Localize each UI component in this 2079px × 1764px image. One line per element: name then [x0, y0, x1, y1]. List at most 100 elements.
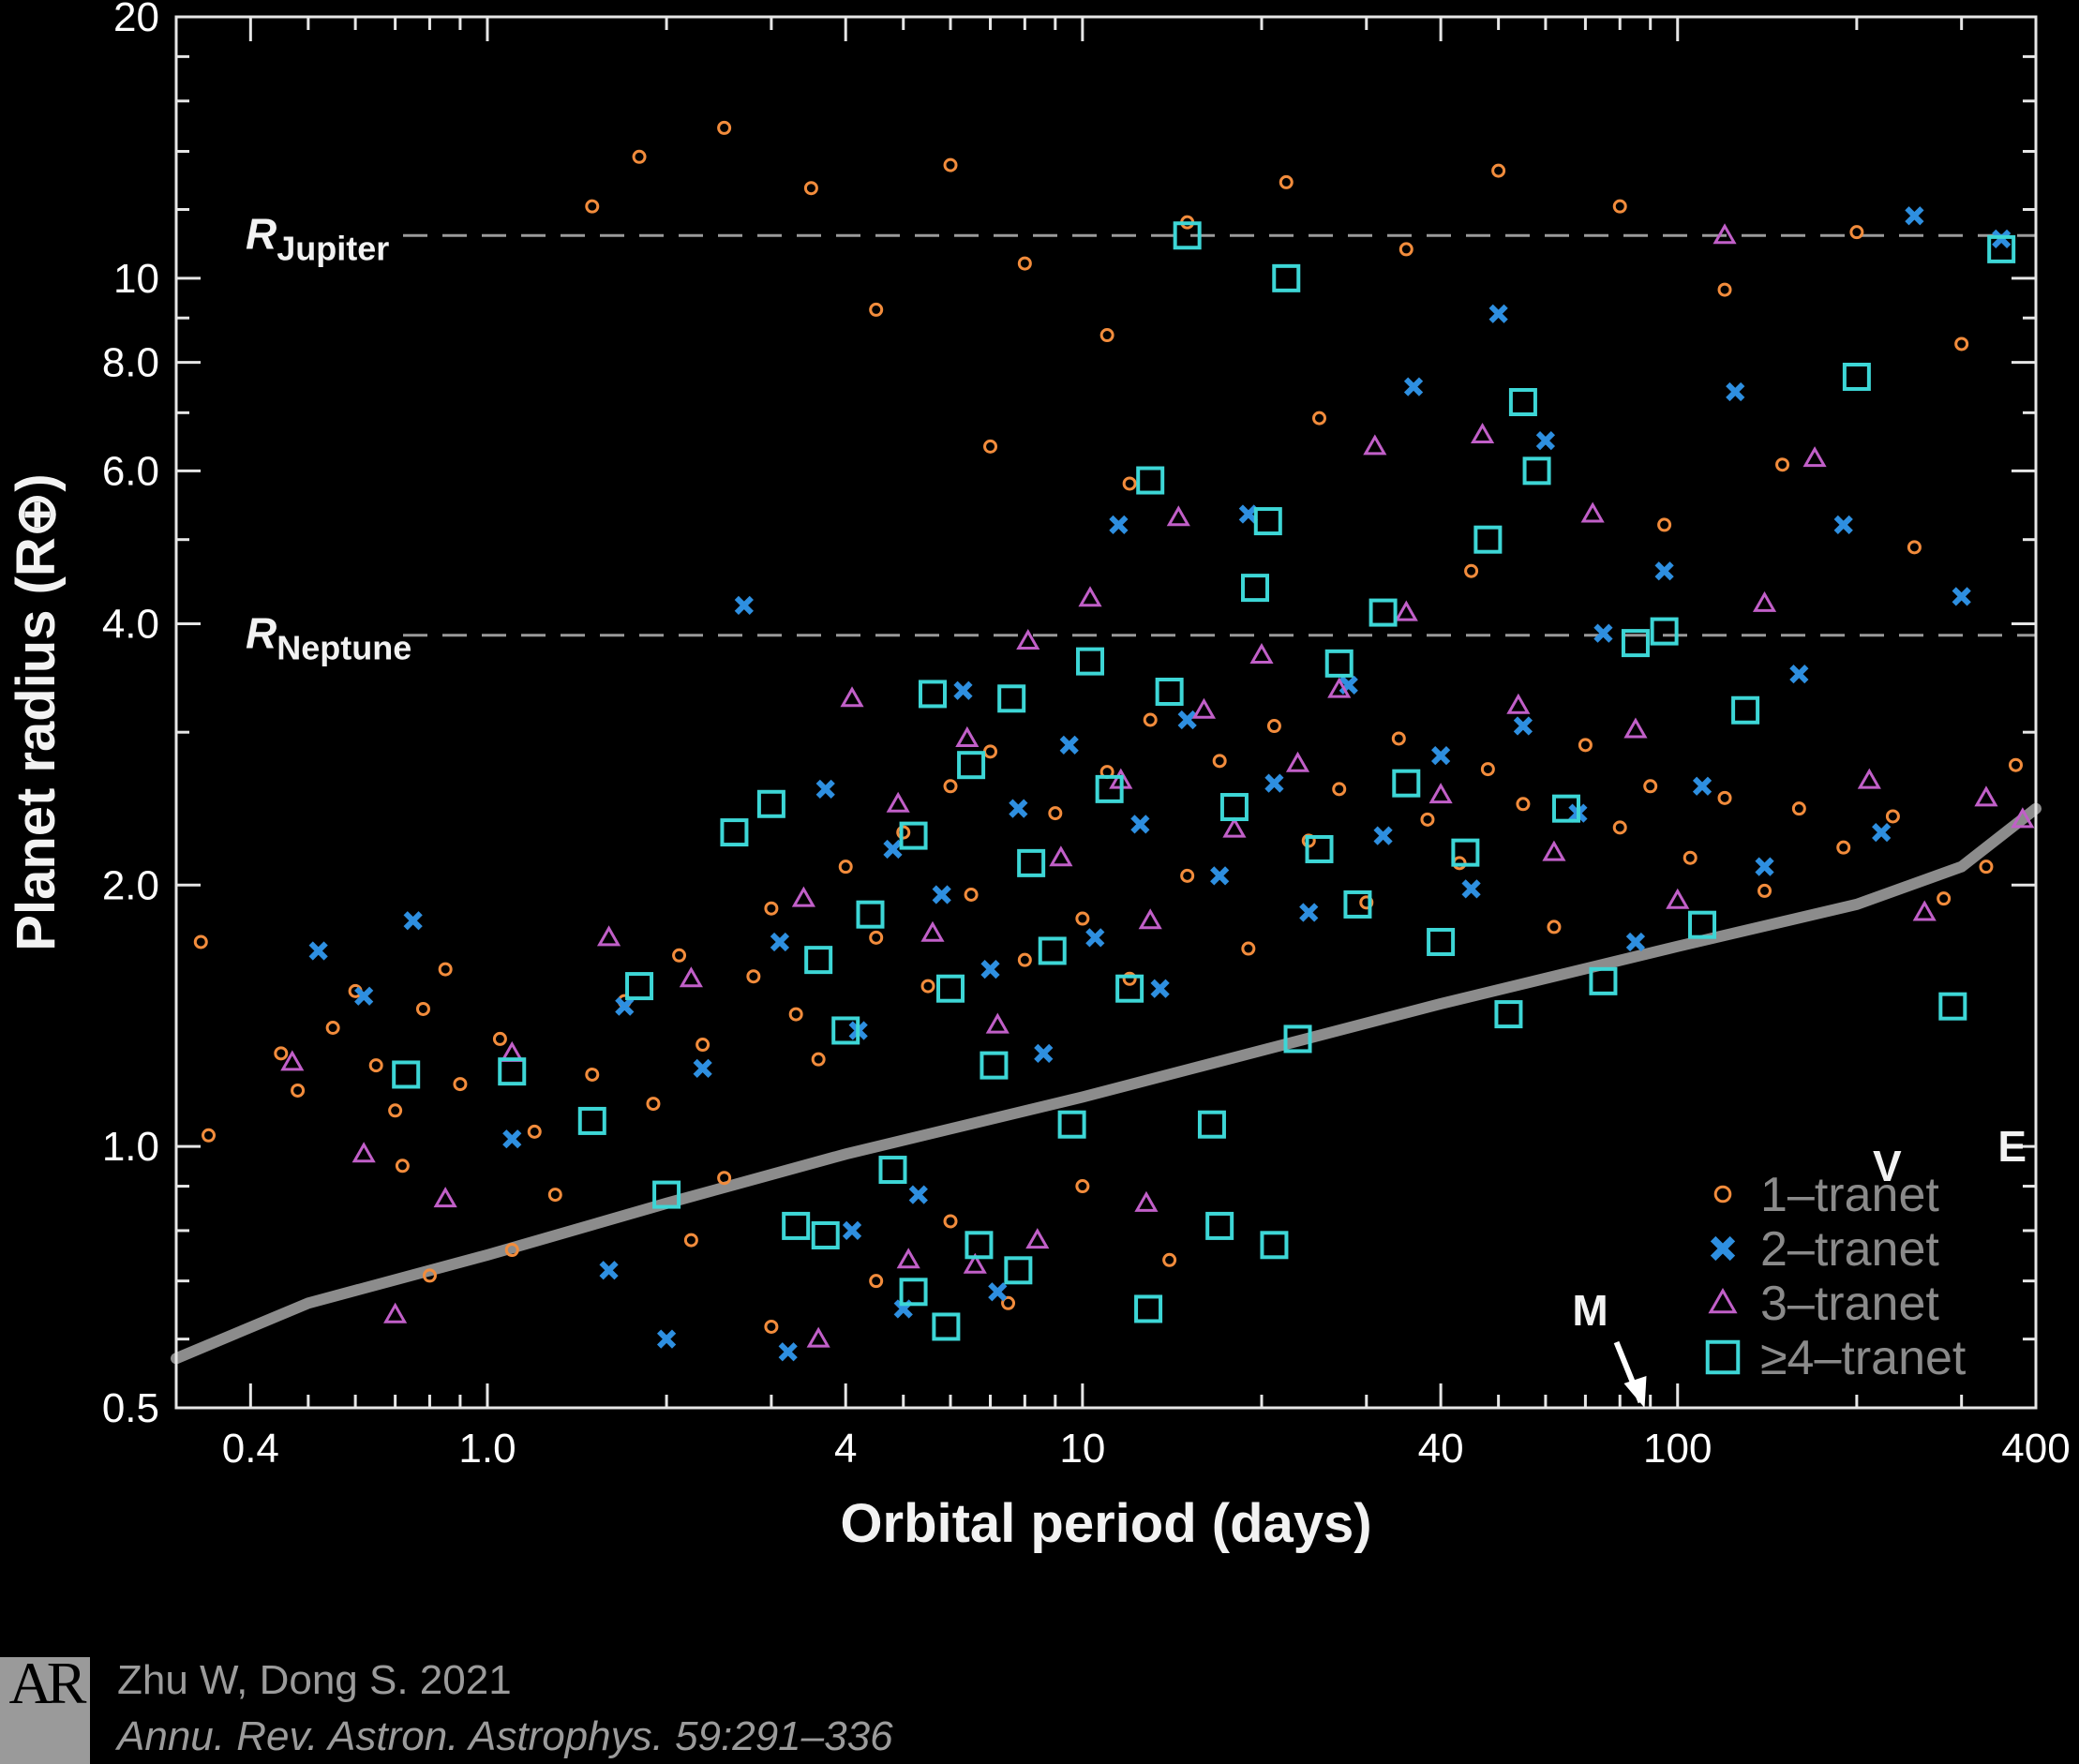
data-point-square	[1155, 678, 1184, 707]
data-point-triangle	[351, 1142, 376, 1163]
data-point-square	[1197, 1110, 1226, 1139]
data-point-circle	[1643, 779, 1658, 794]
data-point-circle	[803, 181, 818, 196]
data-point-circle	[1657, 517, 1672, 532]
credit-journal: Annu. Rev. Astron. Astrophys. 59:291–336	[117, 1713, 893, 1759]
data-point-x	[1625, 932, 1646, 952]
data-point-square	[1731, 695, 1760, 725]
data-point-circle	[527, 1124, 542, 1139]
data-point-triangle	[679, 966, 703, 988]
data-point-circle	[1212, 754, 1227, 769]
data-point-x	[1952, 587, 1971, 606]
data-point-circle	[1279, 174, 1294, 189]
data-point-circle	[1578, 738, 1593, 753]
data-point-x	[1692, 776, 1713, 796]
data-point-square	[1241, 574, 1270, 603]
data-point-square	[1017, 848, 1046, 877]
data-point-circle	[453, 1077, 468, 1092]
data-point-circle	[415, 1001, 430, 1016]
data-point-square	[1343, 889, 1372, 919]
data-point-circle	[983, 439, 998, 454]
data-point-circle	[1791, 801, 1806, 816]
data-point-circle	[1122, 476, 1137, 491]
legend-marker-1	[1713, 1185, 1732, 1203]
data-point-square	[1219, 793, 1249, 822]
data-point-triangle	[1470, 422, 1495, 444]
data-point-triangle	[1138, 908, 1162, 930]
data-point-x	[1593, 623, 1613, 643]
data-point-triangle	[886, 791, 910, 813]
legend-label-4: ≥4–tranet	[1760, 1331, 1967, 1385]
data-point-circle	[1491, 163, 1506, 178]
data-point-circle	[1420, 812, 1435, 827]
data-point-circle	[1612, 820, 1627, 835]
x-tick-label: 0.4	[222, 1426, 279, 1472]
data-point-circle	[1332, 782, 1347, 797]
data-point-x	[815, 779, 835, 799]
data-point-square	[1987, 234, 2016, 263]
data-point-circle	[291, 1083, 306, 1098]
data-point-square	[936, 974, 965, 1003]
data-point-circle	[422, 1268, 437, 1283]
data-point-x	[1009, 799, 1028, 818]
data-point-x	[908, 1185, 928, 1204]
data-point-x	[1488, 304, 1508, 323]
data-point-x	[953, 680, 973, 700]
data-point-x	[1034, 1043, 1054, 1063]
data-point-triangle	[1049, 845, 1073, 867]
data-point-x	[1789, 665, 1809, 684]
data-point-square	[1842, 362, 1871, 391]
data-point-circle	[1516, 797, 1531, 812]
data-point-triangle	[2011, 807, 2035, 829]
x-tick-label: 10	[1059, 1426, 1105, 1472]
data-point-circle	[717, 120, 732, 135]
data-point-x	[980, 959, 1000, 979]
data-point-x	[1726, 381, 1745, 402]
data-point-circle	[717, 1171, 732, 1186]
data-point-circle	[1757, 883, 1772, 898]
data-point-triangle	[1191, 697, 1217, 719]
data-point-x	[308, 941, 328, 961]
data-point-square	[577, 1106, 606, 1135]
data-point-square	[1451, 838, 1480, 867]
data-point-triangle	[806, 1326, 830, 1348]
data-point-circle	[368, 1058, 383, 1073]
data-point-x	[1130, 815, 1150, 834]
data-point-square	[932, 1312, 961, 1341]
reference-label-jupiter: RJupiter	[246, 209, 389, 267]
data-point-x	[1210, 866, 1230, 886]
data-point-square	[1038, 936, 1067, 965]
data-point-square	[1522, 456, 1551, 486]
data-point-triangle	[1542, 840, 1566, 861]
data-point-triangle	[1428, 783, 1453, 804]
data-point-square	[957, 751, 986, 780]
data-point-square	[1650, 617, 1679, 646]
data-point-square	[1253, 507, 1282, 536]
data-point-triangle	[1249, 642, 1274, 665]
data-point-circle	[646, 1097, 661, 1112]
data-point-circle	[683, 1233, 698, 1248]
data-point-triangle	[955, 725, 980, 747]
data-point-square	[1260, 1231, 1289, 1260]
data-point-circle	[1241, 941, 1256, 956]
data-point-circle	[395, 1159, 410, 1174]
data-point-x	[1059, 735, 1079, 755]
data-point-x	[1373, 826, 1393, 845]
data-point-square	[1427, 927, 1456, 956]
data-point-x	[656, 1329, 677, 1349]
data-point-square	[918, 680, 947, 709]
data-point-circle	[547, 1188, 562, 1203]
data-point-x	[1264, 773, 1284, 793]
data-point-square	[1324, 649, 1354, 678]
planet-label-E: E	[1997, 1122, 2027, 1171]
x-axis-title: Orbital period (days)	[840, 1493, 1371, 1554]
data-point-x	[778, 1342, 798, 1362]
data-point-triangle	[280, 1050, 305, 1071]
data-point-square	[1621, 629, 1650, 658]
detection-limit-line	[171, 802, 2042, 1365]
data-point-square	[878, 1156, 907, 1185]
data-point-circle	[811, 1052, 826, 1067]
data-point-x	[599, 1261, 619, 1280]
data-point-triangle	[1285, 751, 1310, 772]
